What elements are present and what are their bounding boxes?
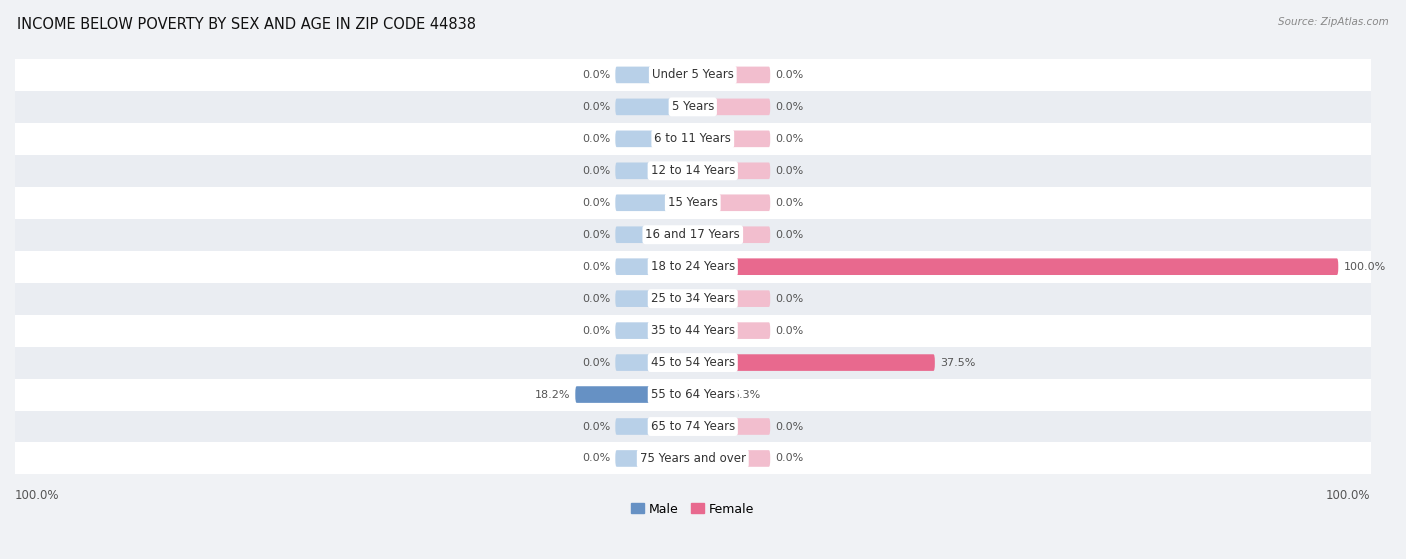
Text: 12 to 14 Years: 12 to 14 Years	[651, 164, 735, 177]
Text: 0.0%: 0.0%	[775, 326, 804, 335]
Text: 0.0%: 0.0%	[582, 326, 610, 335]
Text: 0.0%: 0.0%	[582, 358, 610, 368]
FancyBboxPatch shape	[616, 226, 693, 243]
Text: 18.2%: 18.2%	[534, 390, 569, 400]
Text: Source: ZipAtlas.com: Source: ZipAtlas.com	[1278, 17, 1389, 27]
Text: 0.0%: 0.0%	[582, 70, 610, 80]
FancyBboxPatch shape	[693, 450, 770, 467]
Bar	[15, 219, 1371, 250]
Text: 45 to 54 Years: 45 to 54 Years	[651, 356, 735, 369]
Text: 100.0%: 100.0%	[15, 489, 59, 502]
FancyBboxPatch shape	[693, 130, 770, 147]
FancyBboxPatch shape	[693, 258, 1339, 275]
Text: 5 Years: 5 Years	[672, 101, 714, 113]
Text: 37.5%: 37.5%	[941, 358, 976, 368]
FancyBboxPatch shape	[616, 290, 693, 307]
FancyBboxPatch shape	[616, 418, 693, 435]
FancyBboxPatch shape	[693, 226, 770, 243]
Text: 0.0%: 0.0%	[582, 102, 610, 112]
FancyBboxPatch shape	[616, 130, 693, 147]
Text: 15 Years: 15 Years	[668, 196, 717, 209]
Text: 0.0%: 0.0%	[775, 70, 804, 80]
Text: 100.0%: 100.0%	[1343, 262, 1386, 272]
Text: 0.0%: 0.0%	[582, 166, 610, 176]
Bar	[15, 155, 1371, 187]
FancyBboxPatch shape	[693, 195, 770, 211]
Bar	[15, 378, 1371, 410]
Text: 0.0%: 0.0%	[775, 198, 804, 208]
FancyBboxPatch shape	[575, 386, 693, 403]
Text: 0.0%: 0.0%	[582, 262, 610, 272]
Text: INCOME BELOW POVERTY BY SEX AND AGE IN ZIP CODE 44838: INCOME BELOW POVERTY BY SEX AND AGE IN Z…	[17, 17, 475, 32]
Text: 16 and 17 Years: 16 and 17 Years	[645, 228, 740, 241]
Text: 25 to 34 Years: 25 to 34 Years	[651, 292, 735, 305]
Text: 0.0%: 0.0%	[582, 421, 610, 432]
FancyBboxPatch shape	[616, 323, 693, 339]
Text: 75 Years and over: 75 Years and over	[640, 452, 745, 465]
FancyBboxPatch shape	[693, 386, 727, 403]
FancyBboxPatch shape	[616, 163, 693, 179]
Text: 6 to 11 Years: 6 to 11 Years	[654, 132, 731, 145]
FancyBboxPatch shape	[693, 323, 770, 339]
Text: 65 to 74 Years: 65 to 74 Years	[651, 420, 735, 433]
Bar	[15, 59, 1371, 91]
Text: Under 5 Years: Under 5 Years	[652, 68, 734, 82]
Bar	[15, 283, 1371, 315]
FancyBboxPatch shape	[616, 98, 693, 115]
Text: 0.0%: 0.0%	[582, 134, 610, 144]
FancyBboxPatch shape	[616, 450, 693, 467]
Text: 0.0%: 0.0%	[775, 453, 804, 463]
Text: 18 to 24 Years: 18 to 24 Years	[651, 260, 735, 273]
Text: 0.0%: 0.0%	[775, 102, 804, 112]
Text: 0.0%: 0.0%	[775, 230, 804, 240]
Bar	[15, 91, 1371, 123]
Text: 0.0%: 0.0%	[775, 293, 804, 304]
Text: 35 to 44 Years: 35 to 44 Years	[651, 324, 735, 337]
Bar	[15, 410, 1371, 443]
Text: 0.0%: 0.0%	[582, 453, 610, 463]
FancyBboxPatch shape	[616, 67, 693, 83]
Text: 0.0%: 0.0%	[775, 166, 804, 176]
FancyBboxPatch shape	[616, 258, 693, 275]
FancyBboxPatch shape	[693, 418, 770, 435]
FancyBboxPatch shape	[693, 98, 770, 115]
Bar	[15, 123, 1371, 155]
Bar	[15, 347, 1371, 378]
Text: 0.0%: 0.0%	[582, 230, 610, 240]
Text: 55 to 64 Years: 55 to 64 Years	[651, 388, 735, 401]
Text: 0.0%: 0.0%	[582, 293, 610, 304]
Bar	[15, 443, 1371, 475]
Text: 0.0%: 0.0%	[582, 198, 610, 208]
Bar	[15, 187, 1371, 219]
Bar	[15, 250, 1371, 283]
Bar	[15, 315, 1371, 347]
FancyBboxPatch shape	[616, 195, 693, 211]
Text: 0.0%: 0.0%	[775, 421, 804, 432]
Text: 0.0%: 0.0%	[775, 134, 804, 144]
FancyBboxPatch shape	[693, 290, 770, 307]
FancyBboxPatch shape	[616, 354, 693, 371]
FancyBboxPatch shape	[693, 67, 770, 83]
Text: 5.3%: 5.3%	[733, 390, 761, 400]
FancyBboxPatch shape	[693, 354, 935, 371]
Legend: Male, Female: Male, Female	[631, 503, 754, 515]
FancyBboxPatch shape	[693, 163, 770, 179]
Text: 100.0%: 100.0%	[1326, 489, 1371, 502]
